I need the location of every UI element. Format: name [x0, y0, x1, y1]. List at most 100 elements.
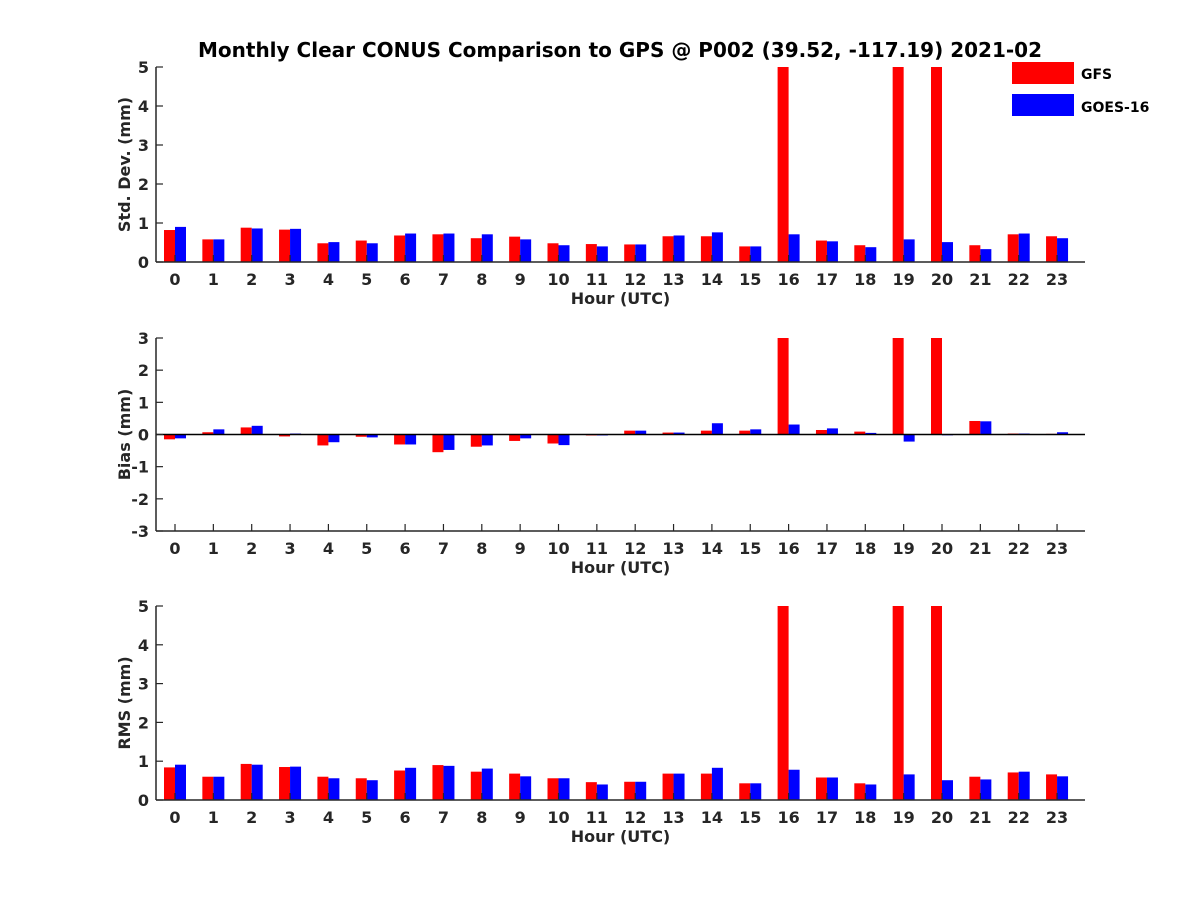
bar-gfs-0-15 [739, 246, 751, 262]
bar-goes16-0-17 [826, 241, 838, 262]
bar-goes16-1-9 [520, 434, 532, 439]
bar-goes16-2-0 [175, 764, 186, 800]
bar-goes16-0-15 [750, 246, 762, 262]
x-tick-label: 21 [969, 539, 991, 558]
x-tick-label: 11 [586, 808, 608, 827]
y-tick-label: 3 [138, 136, 149, 155]
bar-goes16-1-0 [175, 434, 186, 439]
bar-goes16-1-1 [213, 429, 225, 435]
x-tick-label: 18 [854, 539, 876, 558]
bar-gfs-0-5 [355, 240, 367, 262]
bar-gfs-0-9 [509, 236, 521, 262]
x-axis-label: Hour (UTC) [571, 558, 671, 577]
y-tick-label: -3 [131, 522, 149, 541]
bar-gfs-1-20 [931, 338, 942, 435]
bar-gfs-2-9 [509, 773, 521, 800]
y-tick-label: -2 [131, 490, 149, 509]
bar-gfs-2-10 [547, 778, 559, 800]
bar-gfs-2-19 [892, 606, 904, 800]
bar-goes16-0-1 [213, 239, 225, 262]
bar-gfs-2-21 [969, 776, 981, 800]
bar-gfs-1-18 [854, 431, 866, 435]
bar-gfs-2-20 [931, 606, 942, 800]
bar-gfs-1-17 [815, 429, 827, 435]
bar-goes16-0-20 [942, 242, 953, 262]
x-tick-label: 20 [931, 539, 953, 558]
bar-goes16-2-18 [865, 784, 877, 800]
bar-gfs-2-22 [1007, 772, 1019, 800]
x-tick-label: 16 [777, 270, 799, 289]
x-tick-label: 5 [361, 808, 372, 827]
bar-gfs-0-8 [470, 238, 482, 262]
x-tick-label: 21 [969, 270, 991, 289]
x-tick-label: 12 [624, 539, 646, 558]
bar-gfs-2-4 [317, 776, 329, 800]
bar-goes16-1-15 [750, 429, 762, 435]
bar-gfs-0-11 [585, 244, 597, 262]
x-tick-label: 18 [854, 808, 876, 827]
x-tick-label: 8 [476, 539, 487, 558]
bar-gfs-2-16 [777, 606, 789, 800]
x-tick-label: 6 [400, 270, 411, 289]
bar-goes16-1-4 [328, 434, 340, 443]
bar-goes16-0-13 [673, 235, 685, 262]
bar-goes16-0-3 [290, 228, 302, 262]
x-tick-label: 11 [586, 539, 608, 558]
x-tick-label: 10 [547, 270, 569, 289]
bar-goes16-2-6 [405, 767, 417, 800]
bar-goes16-0-0 [175, 226, 186, 262]
y-tick-label: 5 [138, 597, 149, 616]
x-tick-label: 0 [169, 808, 180, 827]
bar-gfs-1-12 [624, 430, 636, 435]
y-tick-label: 1 [138, 393, 149, 412]
legend-swatch-gfs [1012, 62, 1074, 84]
bar-gfs-2-3 [279, 767, 291, 800]
x-tick-label: 21 [969, 808, 991, 827]
bar-gfs-1-3 [279, 434, 291, 437]
bar-gfs-2-1 [202, 776, 214, 800]
bar-goes16-2-14 [711, 767, 723, 800]
x-tick-label: 23 [1046, 270, 1068, 289]
bar-goes16-2-7 [443, 765, 455, 800]
y-tick-label: 2 [138, 361, 149, 380]
bar-goes16-0-22 [1018, 233, 1030, 262]
x-tick-label: 18 [854, 270, 876, 289]
x-tick-label: 19 [893, 539, 915, 558]
bar-goes16-2-22 [1018, 771, 1030, 800]
chart-title: Monthly Clear CONUS Comparison to GPS @ … [198, 38, 1042, 62]
bar-gfs-2-13 [662, 773, 674, 800]
x-tick-label: 3 [284, 270, 295, 289]
bar-goes16-0-14 [711, 232, 723, 262]
bar-goes16-0-23 [1057, 238, 1069, 262]
x-tick-label: 22 [1008, 539, 1030, 558]
bar-gfs-2-23 [1046, 774, 1058, 800]
x-tick-label: 13 [662, 539, 684, 558]
x-tick-label: 19 [893, 808, 915, 827]
y-tick-label: 3 [138, 675, 149, 694]
bar-goes16-2-8 [481, 768, 493, 800]
bar-goes16-1-2 [251, 425, 263, 435]
bar-goes16-0-16 [788, 234, 800, 262]
bar-goes16-2-11 [596, 784, 608, 800]
x-tick-label: 0 [169, 270, 180, 289]
bar-gfs-0-21 [969, 245, 981, 262]
bar-gfs-0-19 [892, 67, 904, 262]
bar-gfs-1-19 [892, 338, 904, 435]
bar-goes16-1-18 [865, 432, 877, 435]
x-tick-label: 1 [208, 270, 219, 289]
bar-goes16-1-8 [481, 434, 493, 446]
legend: GFS GOES-16 [1012, 62, 1149, 116]
x-tick-label: 9 [515, 270, 526, 289]
bar-gfs-0-17 [815, 240, 827, 262]
bar-goes16-1-13 [673, 432, 685, 435]
bar-gfs-0-10 [547, 243, 559, 262]
x-tick-label: 17 [816, 539, 838, 558]
bar-gfs-1-13 [662, 432, 674, 435]
x-tick-label: 12 [624, 808, 646, 827]
bar-gfs-2-15 [739, 783, 751, 800]
bar-gfs-2-8 [470, 771, 482, 800]
x-tick-label: 23 [1046, 808, 1068, 827]
bar-gfs-1-16 [777, 338, 789, 435]
